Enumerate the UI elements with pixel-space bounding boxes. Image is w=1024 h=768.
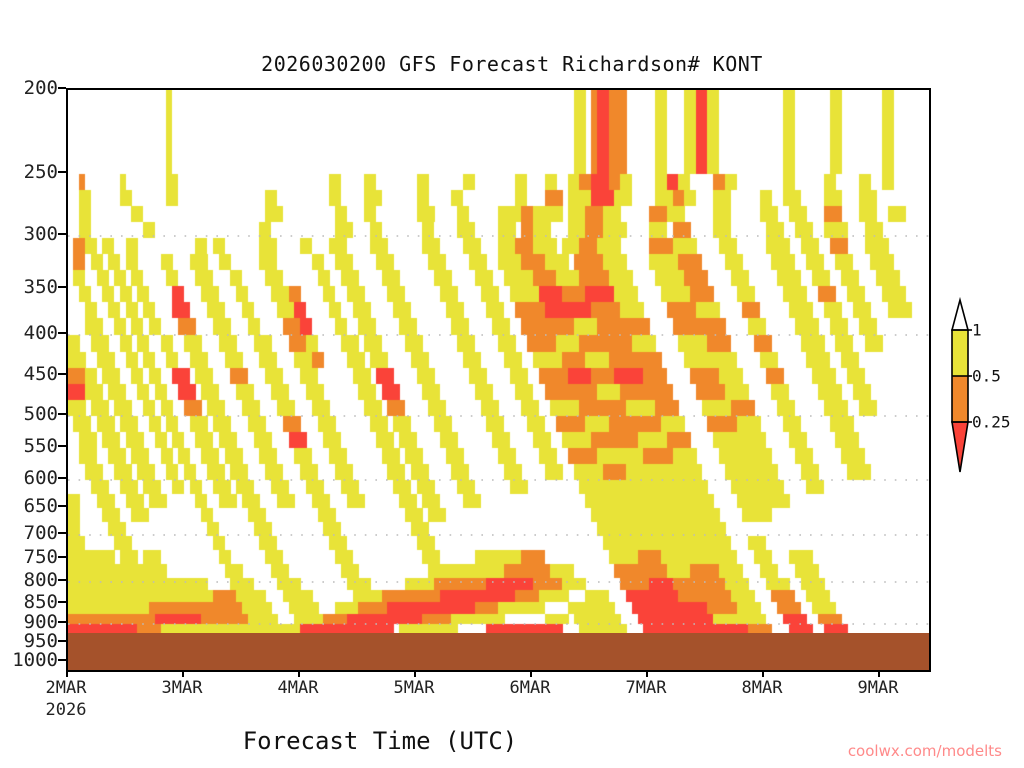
x-axis-tick-mark (530, 670, 532, 677)
x-axis-tick-mark (762, 670, 764, 677)
y-axis-tick-label: 250 (23, 161, 58, 183)
heatmap-cells (68, 90, 929, 670)
y-axis-tick-mark (58, 233, 66, 235)
x-axis-tick-mark (66, 670, 68, 677)
y-axis-tick-mark (58, 87, 66, 89)
y-axis-tick-label: 400 (23, 322, 58, 344)
y-axis-tick-mark (58, 601, 66, 603)
colorbar-label-025: 0.25 (972, 412, 1011, 432)
y-axis-labels: 200 250 300 350 400 450 500 550 600 650 700 750 800 8… (0, 77, 58, 672)
y-axis-tick-mark (58, 477, 66, 479)
x-axis-sub-label: 2026 (45, 700, 87, 720)
x-axis-tick-mark (878, 670, 880, 677)
y-axis-tick-mark (58, 445, 66, 447)
x-axis-tick-label: 2MAR (45, 678, 87, 698)
y-axis-tick-label: 450 (23, 363, 58, 385)
y-axis-tick-label: 200 (23, 77, 58, 99)
y-axis-tick-label: 800 (23, 569, 58, 591)
x-axis: 2MAR 2026 3MAR 4MAR 5MAR 6MAR 7MAR 8MAR 9MAR (46, 670, 931, 728)
y-axis-tick-mark (58, 532, 66, 534)
x-axis-tick-label: 5MAR (393, 678, 435, 698)
y-axis-tick-mark (58, 505, 66, 507)
colorbar: 1 0.5 0.25 (938, 296, 1024, 482)
x-axis-tick-label: 6MAR (509, 678, 551, 698)
x-axis-tick-mark (298, 670, 300, 677)
x-axis-label: Forecast Time (UTC) (242, 727, 518, 755)
y-axis-tick-mark (58, 659, 66, 661)
watermark: coolwx.com/modelts (847, 742, 1002, 760)
page-title: 2026030200 GFS Forecast Richardson# KONT (261, 52, 763, 76)
colorbar-band-orange (952, 376, 968, 422)
heatmap-plot-area (66, 88, 931, 672)
y-axis-tick-mark (58, 640, 66, 642)
y-axis-tick-label: 900 (23, 611, 58, 633)
y-axis-tick-mark (58, 332, 66, 334)
colorbar-band-yellow (952, 330, 968, 376)
y-axis-tick-label: 600 (23, 467, 58, 489)
y-axis-tick-label: 950 (23, 630, 58, 652)
y-axis-tick-label: 1000 (12, 649, 58, 671)
y-axis-tick-mark (58, 286, 66, 288)
y-axis-tick-mark (58, 171, 66, 173)
x-axis-tick-label: 7MAR (625, 678, 667, 698)
y-axis-tick-label: 850 (23, 591, 58, 613)
y-axis-tick-mark (58, 556, 66, 558)
x-axis-tick-mark (414, 670, 416, 677)
y-axis-ticks (0, 87, 66, 672)
colorbar-over-arrow (952, 300, 968, 330)
x-axis-tick-label: 8MAR (741, 678, 783, 698)
y-axis-tick-label: 500 (23, 403, 58, 425)
y-axis-tick-label: 650 (23, 495, 58, 517)
y-axis-tick-label: 300 (23, 223, 58, 245)
colorbar-svg (950, 296, 972, 473)
colorbar-label-1: 1 (972, 320, 982, 340)
colorbar-under-arrow (952, 422, 968, 472)
x-axis-tick-mark (646, 670, 648, 677)
y-axis-tick-mark (58, 621, 66, 623)
y-axis-tick-mark (58, 579, 66, 581)
y-axis-tick-label: 750 (23, 546, 58, 568)
x-axis-tick-label: 4MAR (277, 678, 319, 698)
y-axis-tick-mark (58, 373, 66, 375)
y-axis-tick-label: 700 (23, 522, 58, 544)
y-axis-tick-label: 350 (23, 276, 58, 298)
colorbar-tick-marks (968, 329, 972, 423)
y-axis-tick-label: 550 (23, 435, 58, 457)
y-axis-tick-mark (58, 413, 66, 415)
x-axis-tick-label: 3MAR (161, 678, 203, 698)
x-axis-tick-label: 9MAR (857, 678, 899, 698)
colorbar-label-05: 0.5 (972, 366, 1001, 386)
x-axis-tick-mark (182, 670, 184, 677)
